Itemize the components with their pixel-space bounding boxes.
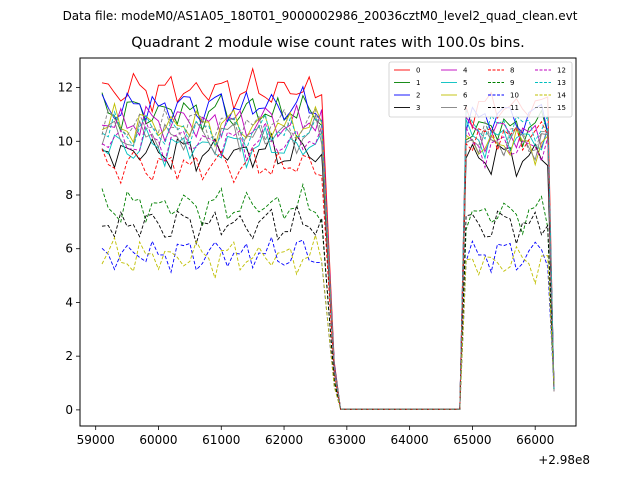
legend-label: 4 (463, 67, 468, 75)
y-tick-label: 10 (58, 134, 73, 148)
legend-label: 0 (416, 67, 420, 75)
axes-frame (79, 57, 577, 427)
legend-label: 9 (510, 79, 514, 87)
series-layer (101, 66, 555, 410)
x-tick: 59000 (77, 426, 115, 447)
figure-suptitle: Data file: modeM0/AS1A05_180T01_90000029… (62, 9, 578, 23)
legend-label: 7 (463, 104, 467, 112)
x-tick: 60000 (139, 426, 178, 447)
x-tick: 64000 (391, 426, 429, 447)
legend-entry-5: 5 (441, 79, 467, 87)
series-line-9 (101, 182, 555, 410)
legend-entry-13: 13 (535, 79, 566, 87)
y-tick-label: 4 (65, 295, 73, 309)
y-tick: 10 (58, 134, 80, 148)
x-tick-label: 66000 (516, 433, 554, 447)
series-line-11 (101, 203, 555, 410)
legend-label: 5 (463, 79, 467, 87)
legend-entry-9: 9 (488, 79, 514, 87)
legend-entry-12: 12 (535, 67, 566, 75)
x-axis-offset-label: +2.98e8 (538, 453, 590, 467)
legend-label: 11 (510, 104, 519, 112)
legend-entry-6: 6 (441, 92, 468, 100)
legend-label: 3 (416, 104, 420, 112)
x-tick-label: 64000 (391, 433, 429, 447)
legend-label: 10 (510, 92, 519, 100)
y-tick-label: 2 (65, 349, 73, 363)
legend-entry-10: 10 (488, 92, 519, 100)
legend-label: 2 (416, 92, 420, 100)
x-tick-label: 63000 (328, 433, 366, 447)
legend-entry-2: 2 (394, 92, 420, 100)
legend-entry-0: 0 (394, 67, 420, 75)
legend-label: 12 (557, 67, 566, 75)
x-tick: 66000 (516, 426, 554, 447)
series-line-14 (101, 233, 555, 410)
series-line-4 (101, 103, 555, 410)
y-tick: 8 (65, 188, 80, 202)
y-tick-label: 8 (65, 188, 73, 202)
legend-label: 8 (510, 67, 514, 75)
legend-entry-8: 8 (488, 67, 514, 75)
y-tick: 12 (58, 81, 80, 95)
y-tick: 6 (65, 242, 80, 256)
series-line-5 (101, 119, 555, 410)
y-axis-ticks: 0 2 4 6 8 10 12 (58, 81, 80, 417)
legend-label: 6 (463, 92, 468, 100)
legend-label: 15 (557, 104, 566, 112)
x-tick-label: 61000 (202, 433, 240, 447)
y-tick: 0 (65, 403, 80, 417)
legend-entry-1: 1 (394, 79, 420, 87)
x-tick-label: 60000 (139, 433, 177, 447)
x-tick: 61000 (202, 426, 240, 447)
y-tick: 2 (65, 349, 80, 363)
y-tick-label: 12 (58, 81, 73, 95)
legend-entry-4: 4 (441, 67, 468, 75)
legend-label: 1 (416, 79, 420, 87)
x-tick: 62000 (265, 426, 303, 447)
series-line-1 (101, 92, 555, 410)
legend-entry-11: 11 (488, 104, 519, 112)
y-tick: 4 (65, 295, 80, 309)
series-line-8 (101, 120, 555, 410)
x-tick-label: 65000 (453, 433, 491, 447)
series-line-15 (101, 107, 555, 410)
x-axis-ticks: 59000 60000 61000 62000 63000 64000 65000 66000 (77, 426, 554, 447)
x-tick: 65000 (453, 426, 491, 447)
x-tick-label: 59000 (77, 433, 115, 447)
series-line-13 (101, 108, 555, 410)
legend-entry-3: 3 (394, 104, 420, 112)
x-tick: 63000 (328, 426, 366, 447)
legend-label: 14 (557, 92, 566, 100)
legend-label: 13 (557, 79, 566, 87)
legend-entry-15: 15 (535, 104, 566, 112)
chart-title: Quadrant 2 module wise count rates with … (131, 35, 525, 51)
x-tick-label: 62000 (265, 433, 303, 447)
series-line-10 (101, 235, 555, 410)
legend-box (388, 61, 573, 118)
legend-entry-14: 14 (535, 92, 566, 100)
series-line-12 (101, 120, 555, 410)
legend-entry-7: 7 (441, 104, 467, 112)
series-line-7 (101, 113, 555, 410)
y-tick-label: 0 (65, 403, 73, 417)
y-tick-label: 6 (65, 242, 73, 256)
